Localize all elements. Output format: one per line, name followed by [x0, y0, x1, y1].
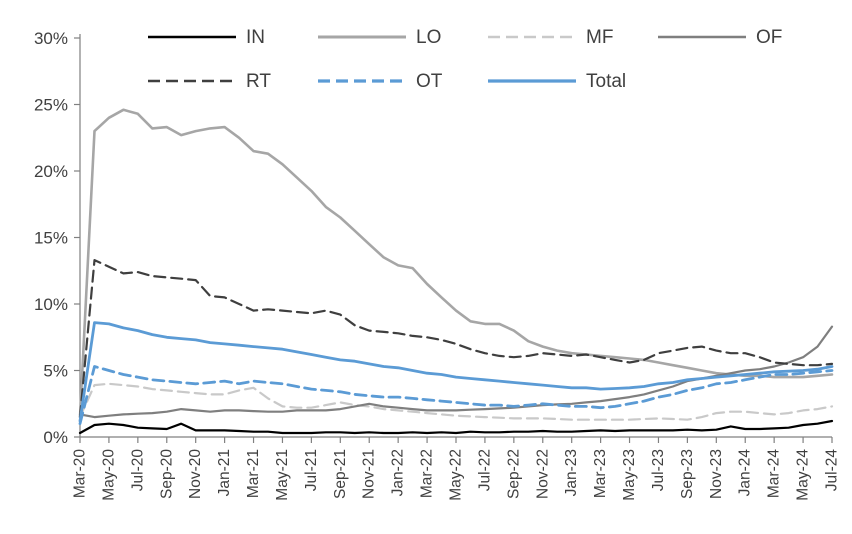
legend-label-ot: OT [416, 70, 443, 92]
legend-line-sample-ot [318, 79, 406, 83]
legend-line-sample-in [148, 35, 236, 39]
x-axis-tick-label: Nov-22 [534, 449, 551, 499]
x-axis-tick-label: Nov-21 [361, 449, 378, 499]
x-axis-tick-label: May-23 [621, 449, 638, 501]
x-axis-tick-label: Sep-21 [332, 449, 349, 499]
y-axis-tick-label: 20% [34, 162, 68, 181]
x-axis-tick-label: May-21 [274, 449, 291, 501]
x-axis-tick-label: May-22 [448, 449, 465, 501]
legend-line-sample-rt [148, 79, 236, 83]
x-axis-tick-label: Jul-24 [824, 449, 841, 492]
x-axis-tick-label: Nov-23 [708, 449, 725, 499]
series-line-rt [78, 259, 834, 419]
y-axis-tick-label: 10% [34, 295, 68, 314]
y-axis-tick-label: 25% [34, 96, 68, 115]
x-axis-tick-label: Mar-23 [592, 449, 609, 498]
x-axis-tick-label: Mar-20 [72, 449, 89, 498]
x-axis-tick-label: May-24 [795, 449, 812, 501]
y-axis-tick-label: 5% [43, 362, 68, 381]
chart-legend: IN LO MF OF RT OT Total [148, 24, 828, 94]
x-axis-tick-label: Mar-21 [245, 449, 262, 498]
legend-label-of: OF [756, 26, 783, 48]
x-axis-tick-label: Jan-21 [216, 449, 233, 496]
legend-label-rt: RT [246, 70, 271, 92]
legend-line-sample-total [488, 79, 576, 83]
y-axis-tick-label: 0% [43, 428, 68, 447]
legend-item-mf: MF [488, 24, 658, 50]
legend-item-total: Total [488, 68, 658, 94]
legend-item-of: OF [658, 24, 828, 50]
x-axis-tick-label: Mar-22 [419, 449, 436, 498]
x-axis-tick-label: Sep-23 [679, 449, 696, 499]
series-line-in [78, 419, 834, 435]
legend-item-lo: LO [318, 24, 488, 50]
legend-label-in: IN [246, 26, 265, 48]
x-axis-tick-label: Jan-22 [390, 449, 407, 496]
legend-item-ot: OT [318, 68, 488, 94]
legend-item-in: IN [148, 24, 318, 50]
x-axis-tick-label: Jul-22 [476, 449, 493, 491]
x-axis-tick-label: Jul-20 [129, 449, 146, 492]
legend-line-sample-of [658, 35, 746, 39]
legend-label-lo: LO [416, 26, 442, 48]
legend-line-sample-lo [318, 35, 406, 39]
legend-spacer [658, 68, 828, 94]
x-axis-tick-label: Nov-20 [187, 449, 204, 499]
x-axis-tick-label: Sep-20 [158, 449, 175, 499]
x-axis-tick-label: Jan-23 [563, 449, 580, 496]
x-axis-tick-label: Jul-23 [650, 449, 667, 491]
x-axis-tick-label: Jan-24 [737, 449, 754, 497]
x-axis-tick-label: Mar-24 [766, 449, 783, 498]
series-line-ot [78, 365, 834, 426]
y-axis-tick-label: 30% [34, 29, 68, 48]
legend-label-total: Total [586, 70, 627, 92]
series-line-total [78, 321, 834, 423]
x-axis-tick-label: Sep-22 [505, 449, 522, 499]
x-axis-tick-label: May-20 [100, 449, 117, 501]
x-axis-tick-label: Jul-21 [303, 449, 320, 491]
series-line-mf [78, 382, 834, 421]
y-axis-tick-label: 15% [34, 229, 68, 248]
legend-line-sample-mf [488, 35, 576, 39]
legend-item-rt: RT [148, 68, 318, 94]
series-line-lo [78, 108, 834, 419]
legend-label-mf: MF [586, 26, 614, 48]
